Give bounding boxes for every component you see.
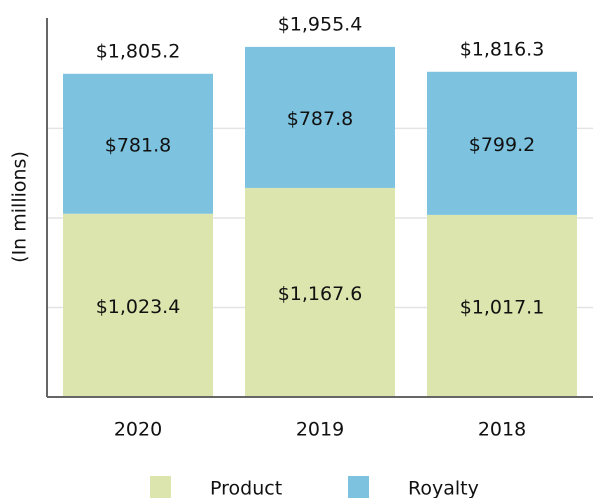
- legend-label: Royalty: [408, 478, 479, 498]
- bar-segment: [63, 73, 213, 214]
- total-label: $1,805.2: [96, 40, 181, 62]
- legend-swatch: [150, 476, 171, 498]
- data-label: $781.8: [105, 134, 171, 156]
- bar-segment: [245, 46, 395, 188]
- x-tick-label: 2018: [478, 419, 526, 441]
- data-label: $1,017.1: [460, 296, 545, 318]
- bar-segment: [427, 214, 577, 397]
- data-label: $799.2: [469, 134, 535, 156]
- legend-label: Product: [210, 478, 282, 498]
- total-label: $1,955.4: [278, 13, 363, 35]
- x-tick-label: 2019: [296, 419, 344, 441]
- data-label: $1,023.4: [96, 296, 181, 318]
- total-label: $1,816.3: [460, 38, 545, 60]
- legend-swatch: [348, 476, 369, 498]
- y-axis-label: (In millions): [9, 151, 31, 263]
- bar-segment: [427, 71, 577, 215]
- x-tick-label: 2020: [114, 419, 162, 441]
- bar-segment: [245, 187, 395, 397]
- bar-segment: [63, 213, 213, 397]
- data-label: $1,167.6: [278, 283, 363, 305]
- data-label: $787.8: [287, 108, 353, 130]
